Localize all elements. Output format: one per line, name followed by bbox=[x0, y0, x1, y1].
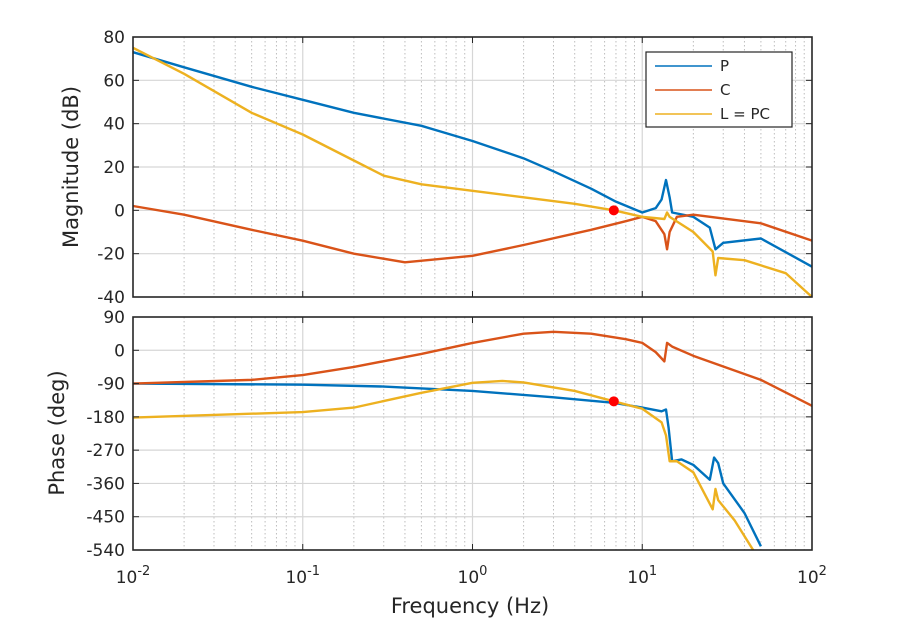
xtick-label: 100 bbox=[458, 564, 488, 588]
phase-ytick-label: -270 bbox=[86, 441, 125, 461]
phase-ytick-label: -90 bbox=[97, 375, 125, 395]
magnitude-line-l-pc bbox=[132, 46, 813, 298]
legend-label-l: L = PC bbox=[720, 105, 770, 123]
magnitude-ytick-label: 0 bbox=[114, 201, 125, 221]
magnitude-ytick-label: 20 bbox=[103, 158, 125, 178]
phase-axes-box bbox=[132, 316, 813, 551]
phase-crossover-marker bbox=[608, 396, 619, 407]
grid bbox=[133, 37, 812, 550]
series bbox=[132, 46, 813, 551]
xtick-label: 10-1 bbox=[285, 564, 320, 588]
magnitude-ytick-label: -40 bbox=[97, 288, 125, 308]
legend-label-c: C bbox=[720, 81, 730, 99]
phase-line-c bbox=[132, 330, 813, 407]
magnitude-line-c bbox=[132, 204, 813, 264]
phase-line-p bbox=[132, 382, 762, 547]
xtick-label: 102 bbox=[797, 564, 827, 588]
phase-ytick-label: -180 bbox=[86, 408, 125, 428]
xlabel: Frequency (Hz) bbox=[391, 594, 549, 618]
phase-ytick-label: -450 bbox=[86, 508, 125, 528]
axes bbox=[132, 36, 813, 551]
xtick-label: 10-2 bbox=[116, 564, 151, 588]
magnitude-ytick-label: 80 bbox=[103, 28, 125, 48]
magnitude-axes-box bbox=[132, 36, 813, 298]
phase-line-l-pc bbox=[132, 379, 755, 551]
xtick-label: 101 bbox=[627, 564, 657, 588]
magnitude-crossover-marker bbox=[608, 205, 619, 216]
magnitude-ylabel: Magnitude (dB) bbox=[59, 86, 83, 248]
magnitude-ytick-label: 60 bbox=[103, 71, 125, 91]
phase-ylabel: Phase (deg) bbox=[45, 370, 69, 495]
phase-ytick-label: -540 bbox=[86, 541, 125, 561]
phase-ytick-label: -360 bbox=[86, 474, 125, 494]
magnitude-ytick-label: 40 bbox=[103, 115, 125, 135]
magnitude-line-p bbox=[132, 51, 813, 268]
phase-ytick-label: 0 bbox=[114, 341, 125, 361]
legend: P C L = PC bbox=[645, 51, 793, 128]
phase-ytick-label: 90 bbox=[103, 308, 125, 328]
legend-label-p: P bbox=[720, 57, 729, 75]
magnitude-ytick-label: -20 bbox=[97, 245, 125, 265]
